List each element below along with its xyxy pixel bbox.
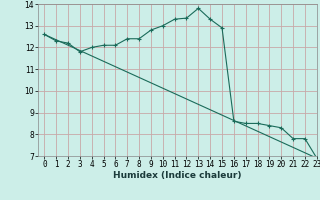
X-axis label: Humidex (Indice chaleur): Humidex (Indice chaleur) (113, 171, 242, 180)
